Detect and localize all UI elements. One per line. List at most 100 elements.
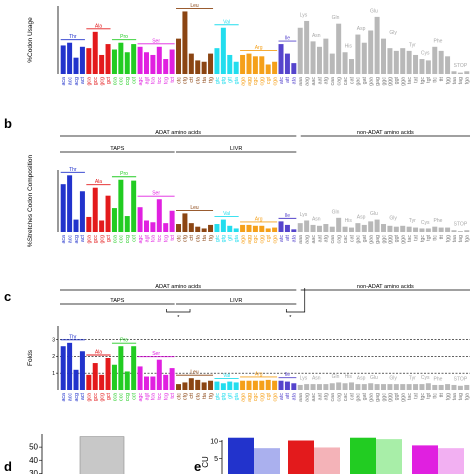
x-tick-label: cag <box>336 77 342 86</box>
bar <box>60 45 66 74</box>
taps-header: TAPS <box>110 146 124 152</box>
x-tick-label: att <box>285 392 291 398</box>
bar <box>137 366 143 390</box>
bar <box>464 384 470 390</box>
x-tick-label: gac <box>356 235 362 244</box>
bar <box>342 226 348 232</box>
y-tick-label: 40 <box>29 456 38 465</box>
x-tick-label: ttg <box>208 393 214 399</box>
x-tick-label: gcc <box>93 77 99 86</box>
bar <box>291 383 297 390</box>
bar <box>201 61 207 74</box>
group-label: Leu <box>190 370 199 376</box>
x-tick-label: ctt <box>189 76 195 82</box>
bar <box>419 384 425 390</box>
x-tick-label: cga <box>272 393 278 402</box>
x-tick-label: gtg <box>221 235 227 242</box>
x-tick-label: agt <box>144 234 150 242</box>
x-tick-label: ttc <box>433 393 439 399</box>
x-tick-label: gtg <box>221 393 227 400</box>
x-tick-label: ctg <box>183 235 189 242</box>
bar <box>393 384 399 390</box>
bar <box>374 219 380 232</box>
group-label: Ile <box>285 213 291 219</box>
bar <box>182 11 188 75</box>
group-label: Cys <box>421 375 430 381</box>
bar <box>233 61 239 74</box>
bar <box>227 225 233 232</box>
x-tick-label: aga <box>240 393 246 402</box>
bar <box>278 221 284 232</box>
x-tick-label: ggg <box>388 235 394 244</box>
bar <box>304 20 310 74</box>
x-tick-label: cgg <box>260 393 266 402</box>
x-tick-label: taa <box>452 77 458 84</box>
x-tick-label: tta <box>202 235 208 241</box>
group-label: Thr <box>69 167 77 173</box>
x-tick-label: cga <box>272 235 278 244</box>
group-label: Ser <box>152 191 160 197</box>
bar <box>432 226 438 232</box>
x-tick-label: gga <box>401 77 407 86</box>
bar <box>163 223 169 232</box>
x-tick-label: acc <box>67 77 73 86</box>
bar <box>233 228 239 232</box>
x-tick-label: cac <box>343 393 349 402</box>
x-tick-label: ata <box>292 235 298 242</box>
bar <box>323 224 329 232</box>
x-tick-label: ata <box>292 393 298 400</box>
x-tick-label: gca <box>87 235 93 244</box>
bar <box>368 221 374 232</box>
bar <box>176 38 182 74</box>
bar <box>150 222 156 232</box>
bar <box>220 219 226 232</box>
bar <box>259 56 265 74</box>
x-tick-label: gat <box>362 234 368 242</box>
x-tick-label: aga <box>240 235 246 244</box>
x-tick-label: tag <box>458 393 464 400</box>
x-tick-label: gga <box>401 393 407 402</box>
group-label: Tyr <box>409 376 416 382</box>
group-label: Arg <box>255 371 263 377</box>
group-label: Ile <box>285 372 291 378</box>
bar <box>156 46 162 74</box>
bar <box>297 27 303 74</box>
x-tick-label: gat <box>362 392 368 400</box>
panel-e: CU 5 10 <box>201 437 464 474</box>
bar <box>73 57 79 74</box>
bar <box>195 226 201 232</box>
x-tick-label: ttt <box>439 234 445 239</box>
bar <box>284 224 290 232</box>
bar <box>137 207 143 232</box>
x-tick-label: aag <box>304 235 310 244</box>
taps-header: TAPS <box>110 298 124 304</box>
group-label: Gln <box>332 209 340 215</box>
x-tick-label: tac <box>407 393 413 400</box>
bar <box>381 384 387 390</box>
x-tick-label: cgg <box>260 235 266 244</box>
x-tick-label: gta <box>234 393 240 400</box>
y-tick-label: 5 <box>214 456 218 463</box>
bar <box>425 383 431 390</box>
bar <box>413 384 419 390</box>
bar <box>288 440 314 474</box>
x-tick-label: atc <box>279 77 285 84</box>
bar <box>387 48 393 74</box>
x-tick-label: act <box>80 392 86 400</box>
x-tick-label: ttg <box>208 235 214 241</box>
x-tick-label: aca <box>61 393 67 402</box>
x-tick-label: gaa <box>369 77 375 86</box>
bar <box>445 384 451 390</box>
group-label: Val <box>223 211 230 217</box>
x-tick-label: gat <box>362 76 368 84</box>
x-tick-label: cac <box>343 77 349 86</box>
group-label: Ala <box>95 23 102 29</box>
x-tick-label: ggt <box>394 76 400 84</box>
x-tick-label: aac <box>311 77 317 86</box>
group-label: Leu <box>190 3 199 9</box>
x-tick-label: agg <box>247 235 253 244</box>
bar <box>457 231 463 232</box>
x-tick-label: gaa <box>369 235 375 244</box>
x-tick-label: gct <box>106 392 112 400</box>
x-tick-label: gcg <box>99 393 105 402</box>
